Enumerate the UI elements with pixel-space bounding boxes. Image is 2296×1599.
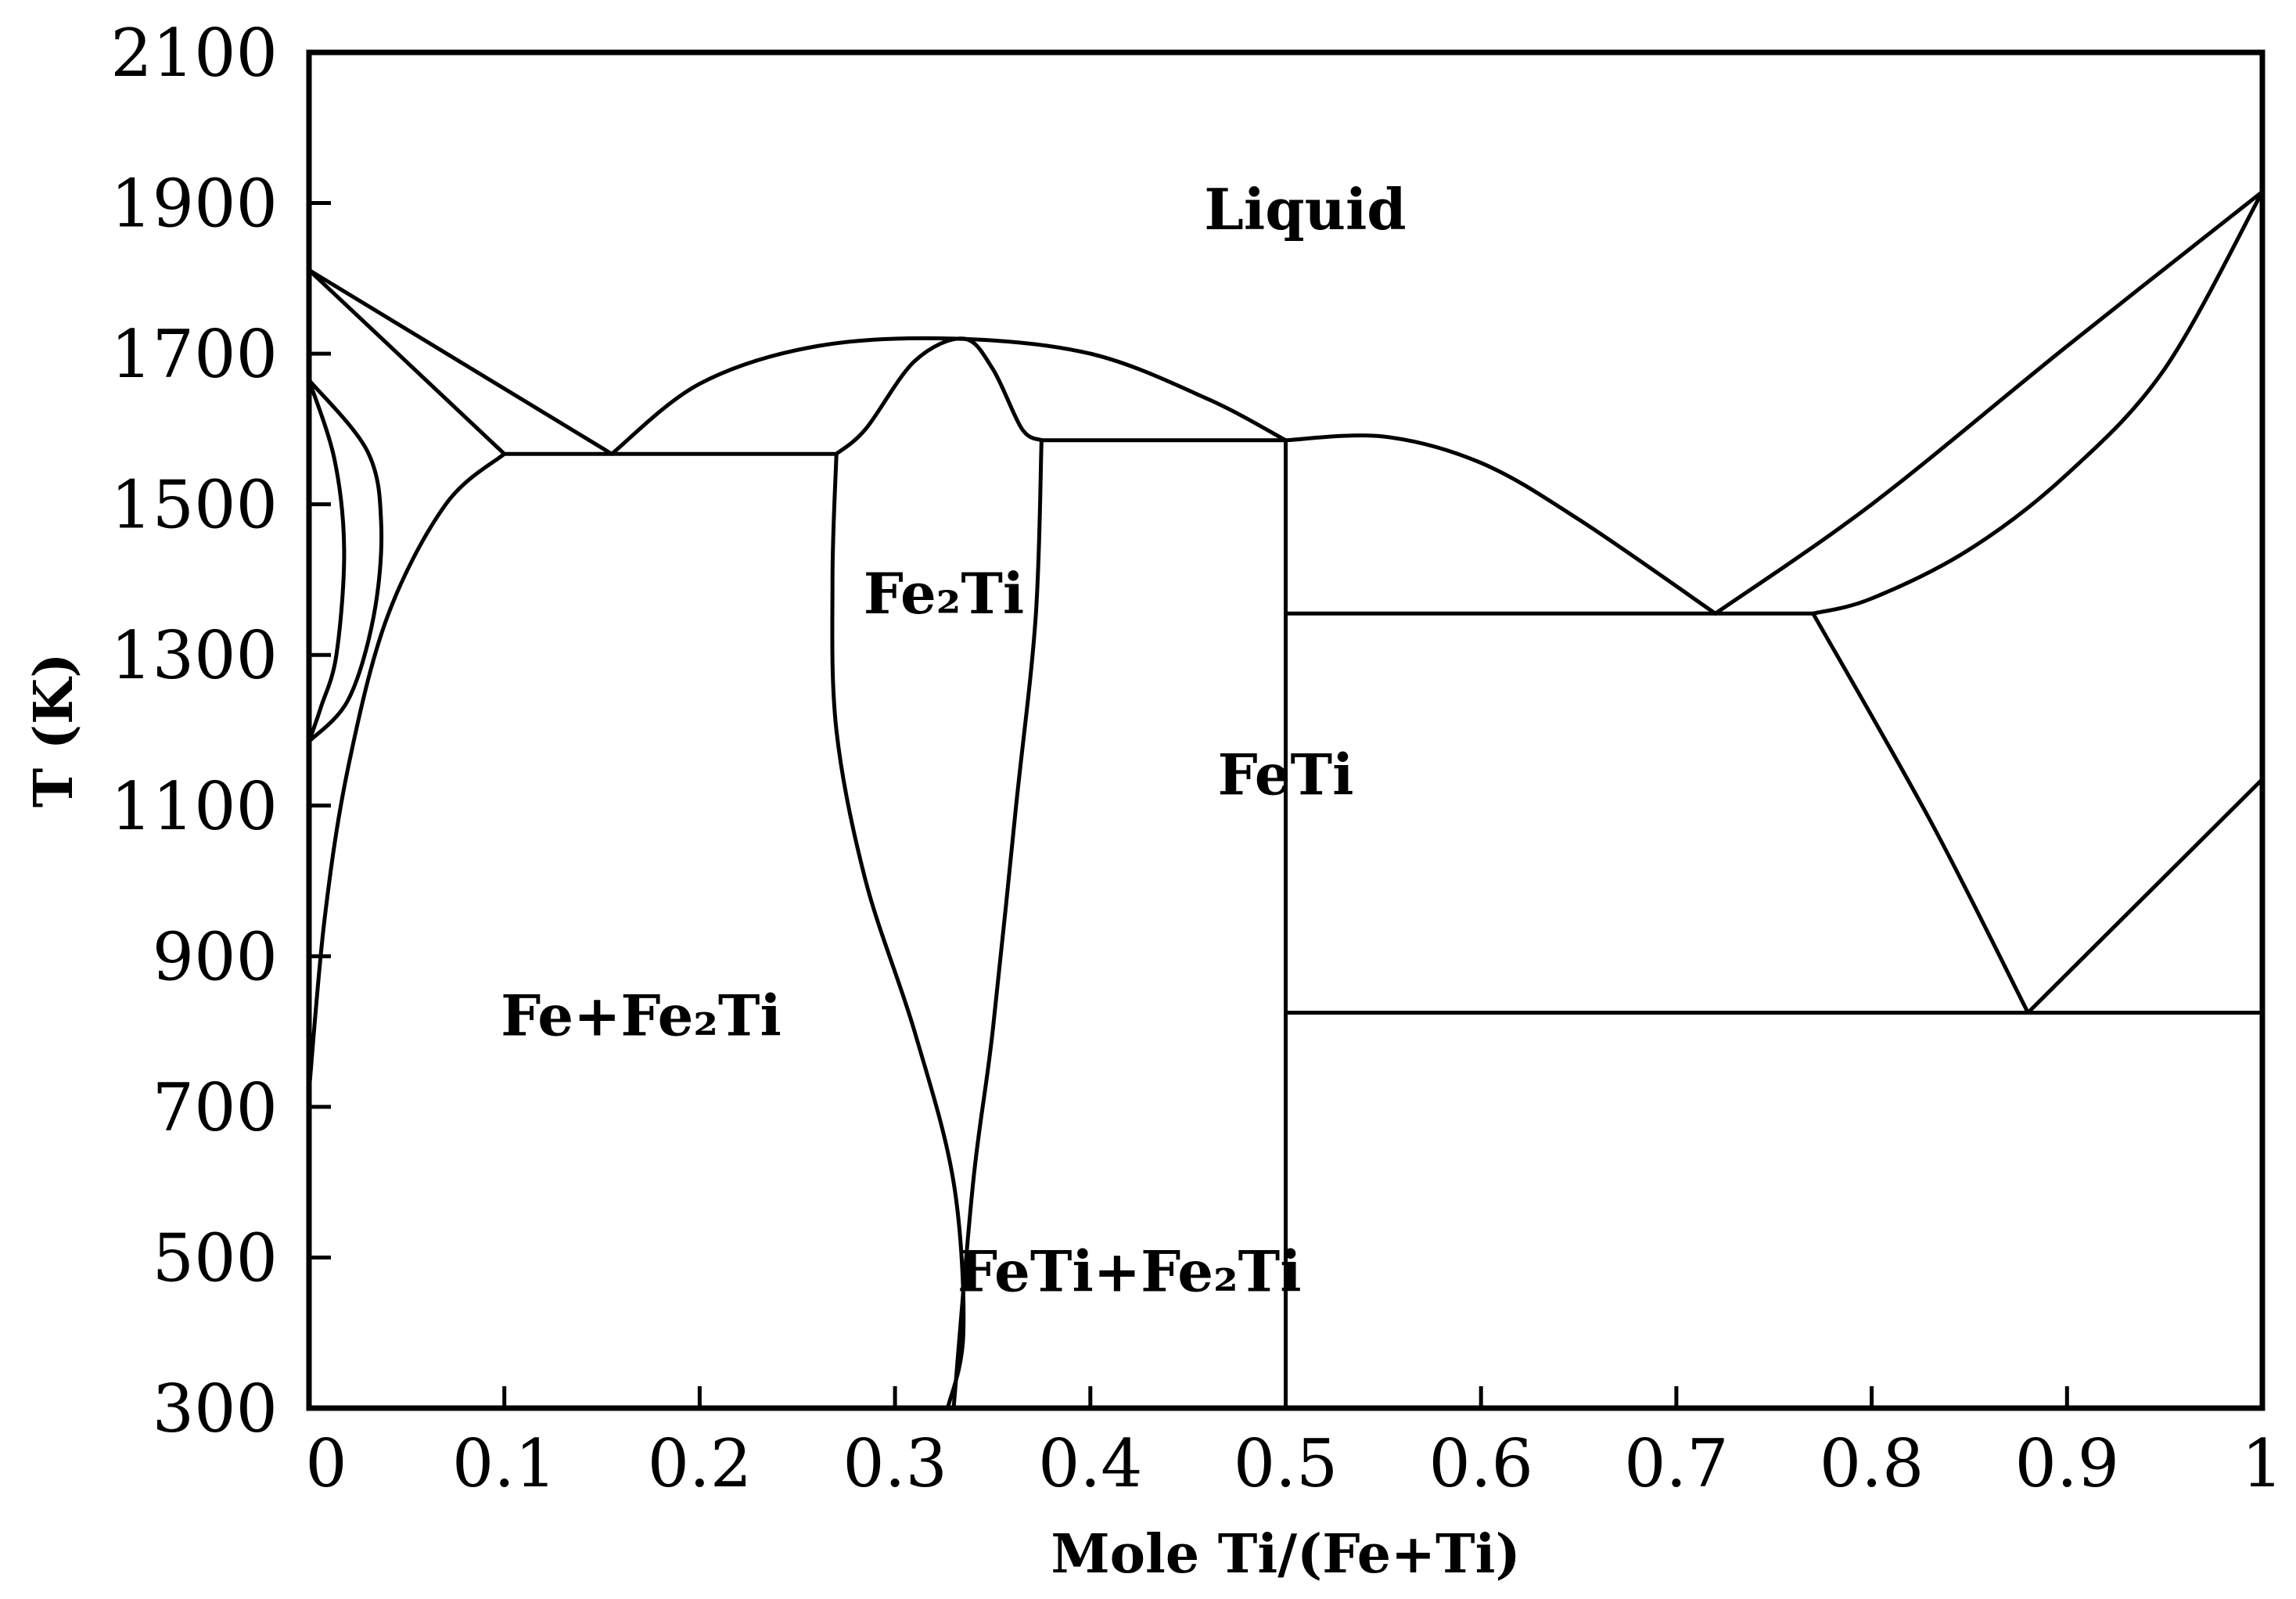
x-tick-label: 0.3: [843, 1425, 947, 1502]
x-tick-label: 1: [2241, 1425, 2283, 1502]
phase-boundary-15: [1713, 189, 2265, 616]
phase-boundary-5: [307, 378, 384, 744]
phase-boundary-8: [834, 336, 1044, 456]
phase-boundary-7: [609, 336, 1288, 456]
phase-boundary-1: [307, 268, 507, 456]
y-tick-label: 1500: [110, 467, 278, 544]
region-label: Fe₂Ti: [864, 560, 1024, 627]
y-tick-label: 900: [153, 918, 278, 995]
x-tick-label: 0.2: [648, 1425, 753, 1502]
x-tick-label: 0.8: [1820, 1425, 1924, 1502]
x-axis-ticks: 0 0.1 0.2 0.3 0.4 0.5 0.6 0.7 0.8 0.9 1: [305, 1386, 2283, 1502]
x-tick-label: 0.1: [452, 1425, 557, 1502]
y-tick-label: 500: [153, 1220, 278, 1296]
x-tick-label: 0.4: [1038, 1425, 1143, 1502]
phase-boundary-16: [1811, 189, 2265, 616]
region-label: Fe+Fe₂Ti: [501, 982, 782, 1048]
y-tick-label: 300: [153, 1371, 278, 1447]
y-axis-ticks: 300 500 700 900 1100 1300 1500 1700 1900 2100: [110, 15, 331, 1447]
y-tick-label: 700: [153, 1069, 278, 1146]
y-axis-title: T (K): [23, 653, 85, 808]
y-tick-label: 1300: [110, 617, 278, 694]
region-labels: Liquid Fe₂Ti FeTi Fe+Fe₂Ti FeTi+Fe₂Ti: [501, 176, 1407, 1305]
y-tick-label: 2100: [110, 15, 278, 92]
y-tick-label: 1900: [110, 166, 278, 243]
x-tick-label: 0: [305, 1425, 347, 1502]
phase-boundary-6: [307, 378, 347, 744]
phase-boundary-13: [1284, 433, 1718, 616]
phase-boundary-4: [307, 451, 507, 1094]
x-axis-title: Mole Ti/(Fe+Ti): [1051, 1523, 1520, 1586]
x-tick-label: 0.7: [1624, 1425, 1729, 1502]
phase-boundary-17: [1811, 611, 2030, 1015]
y-tick-label: 1100: [110, 768, 278, 845]
x-tick-label: 0.5: [1234, 1425, 1338, 1502]
region-label: FeTi+Fe₂Ti: [958, 1238, 1302, 1305]
region-label: FeTi: [1218, 741, 1354, 807]
phase-boundary-18: [2025, 777, 2265, 1015]
x-tick-label: 0.9: [2015, 1425, 2120, 1502]
phase-boundary-2: [307, 268, 614, 456]
region-label: Liquid: [1204, 176, 1406, 243]
phase-boundaries: [307, 189, 2265, 1410]
phase-boundary-11: [951, 438, 1044, 1410]
x-tick-label: 0.6: [1428, 1425, 1533, 1502]
y-tick-label: 1700: [110, 316, 278, 393]
